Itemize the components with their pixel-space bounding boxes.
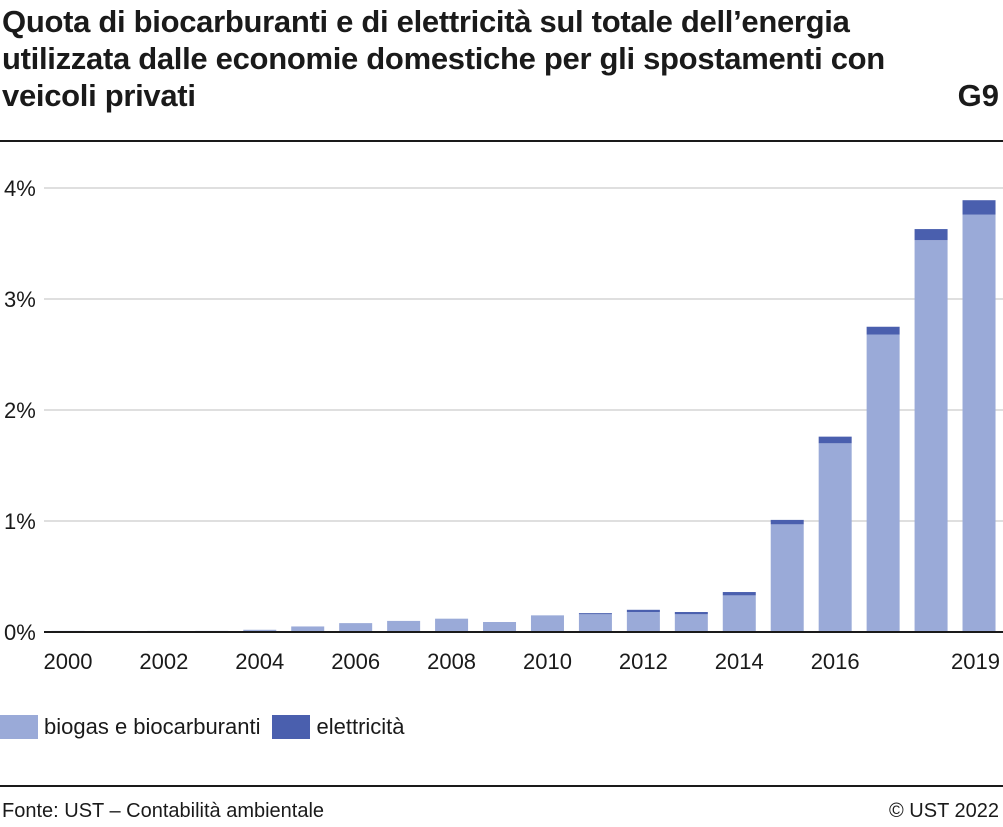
bar-biogas (914, 240, 948, 633)
bar-biogas (818, 443, 852, 632)
bar-elettricita (914, 229, 948, 241)
bar-elettricita (818, 436, 852, 444)
legend: biogas e biocarburanti elettricità (0, 714, 417, 740)
chart-code: G9 (957, 78, 999, 113)
bar-biogas (387, 620, 421, 632)
bar-elettricita (674, 612, 708, 615)
bottom-rule (0, 785, 1003, 787)
x-tick-label: 2006 (331, 649, 380, 674)
top-rule (0, 140, 1003, 142)
bar-elettricita (770, 519, 804, 525)
x-tick-label: 2004 (235, 649, 284, 674)
bar-elettricita (626, 609, 660, 613)
y-tick-label: 4% (4, 176, 36, 201)
y-tick-label: 2% (4, 398, 36, 423)
legend-label-elettricita: elettricità (316, 714, 405, 739)
bar-elettricita (578, 613, 612, 615)
bar-biogas (866, 334, 900, 632)
legend-item-biogas: biogas e biocarburanti (0, 714, 260, 740)
source-note: Fonte: UST – Contabilità ambientale (2, 800, 325, 822)
bar-biogas (530, 615, 564, 632)
bar-biogas (578, 614, 612, 632)
x-tick-label: 2016 (811, 649, 860, 674)
x-tick-label: 2002 (139, 649, 188, 674)
bar-biogas (243, 629, 277, 632)
bar-biogas (722, 595, 756, 632)
x-tick-label: 2014 (715, 649, 764, 674)
y-tick-label: 1% (4, 509, 36, 534)
y-tick-label: 3% (4, 287, 36, 312)
x-tick-label: 2010 (523, 649, 572, 674)
bar-biogas (674, 614, 708, 632)
x-tick-label: 2008 (427, 649, 476, 674)
bar-biogas (962, 214, 996, 632)
bar-elettricita (866, 326, 900, 335)
bar-biogas (339, 623, 373, 632)
bar-elettricita (722, 592, 756, 596)
y-tick-label: 0% (4, 620, 36, 645)
legend-swatch-elettricita (272, 715, 311, 739)
chart-title: Quota di biocarburanti e di elettricità … (2, 4, 885, 113)
x-tick-label: 2019 (951, 649, 1000, 674)
bar-biogas (770, 524, 804, 632)
bar-elettricita (962, 200, 996, 215)
bar-biogas (483, 622, 517, 632)
bar-biogas (435, 618, 469, 632)
legend-label-biogas: biogas e biocarburanti (44, 714, 261, 739)
x-tick-label: 2012 (619, 649, 668, 674)
legend-swatch-biogas (0, 715, 38, 739)
bar-chart: 0% 1% 2% 3% 4% 2000 2002 2004 2006 2008 2010 2012 20… (4, 176, 1003, 674)
bar-biogas (291, 626, 325, 632)
x-tick-label: 2000 (43, 649, 92, 674)
copyright-note: © UST 2022 (889, 800, 999, 822)
bar-biogas (626, 612, 660, 632)
legend-item-elettricita: elettricità (272, 714, 405, 740)
